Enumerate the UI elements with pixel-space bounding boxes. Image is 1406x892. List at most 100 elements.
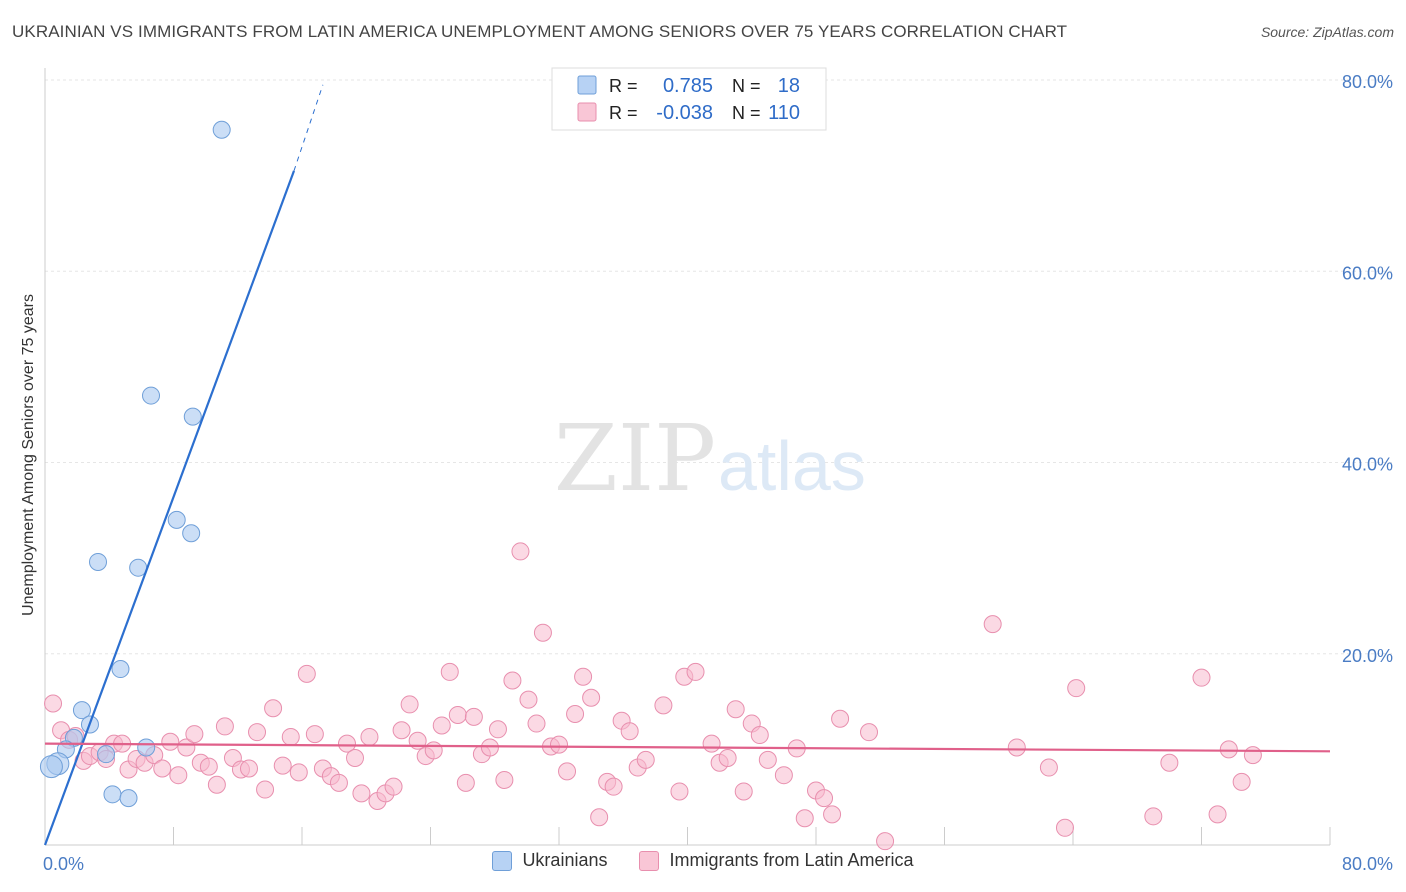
latin-america-point [983,615,1002,634]
ukrainian-point [72,701,91,720]
source-label: Source: ZipAtlas.com [1260,24,1394,40]
latin-america-point [329,773,348,792]
latin-america-point [432,716,451,735]
latin-america-point [654,696,673,715]
latin-america-point [815,789,834,808]
ukrainian-point [183,407,202,426]
stats-legend: R = 0.785 N = 18 R = -0.038 N = 110 [551,67,827,131]
latin-america-point [758,750,777,769]
y-tick-label: 40.0% [1342,455,1393,475]
x-tick-label-min: 0.0% [43,854,84,874]
latin-america-point [519,690,538,709]
latin-america-point [239,759,258,778]
latin-america-point [207,775,226,794]
latin-america-point [533,623,552,642]
legend-swatch-ukrainians [492,850,513,871]
latin-america-point [480,738,499,757]
latin-america-point [199,757,218,776]
latin-america-point [400,695,419,714]
latin-america-point [352,784,371,803]
stats-r-value-1: 0.785 [663,75,713,97]
latin-america-point [305,725,324,744]
ukrainian-point [39,755,63,779]
latin-america-point [289,763,308,782]
latin-america-point [346,748,365,767]
latin-america-point [464,707,483,726]
latin-america-point [273,756,292,775]
x-tick-label-max: 80.0% [1342,854,1393,874]
latin-america-point [511,542,530,561]
stats-r-value-2: -0.038 [656,102,713,124]
latin-america-point [604,777,623,796]
latin-america-point [876,832,895,851]
latin-america-point [574,667,593,686]
latin-america-point [620,722,639,741]
ukrainian-point [89,552,108,571]
stats-swatch-latin-america [577,102,597,122]
latin-america-point [360,727,379,746]
latin-america-point [1243,746,1262,765]
ukrainian-point [212,120,231,139]
latin-america-point [726,700,745,719]
latin-america-point [860,723,879,742]
ukrainian-point [119,789,138,808]
latin-america-point [448,705,467,724]
latin-america-point [281,727,300,746]
latin-america-point [734,782,753,801]
latin-america-point [153,759,172,778]
latin-america-point [161,732,180,751]
legend-swatch-latin-america [639,850,660,871]
latin-america-point [831,709,850,728]
series-legend: Ukrainians Immigrants from Latin America [0,850,1406,871]
latin-america-point [670,782,689,801]
latin-america-point [1160,753,1179,772]
stats-n-value-2: 110 [768,102,800,124]
latin-america-point [424,741,443,760]
latin-america-point [264,699,283,718]
latin-america-point [177,738,196,757]
ukrainian-point [103,785,122,804]
stats-r-label-2: R = [609,103,638,123]
latin-america-point [1192,668,1211,687]
latin-america-point [256,780,275,799]
legend-item-latin-america: Immigrants from Latin America [639,850,914,871]
latin-america-point [488,720,507,739]
ukrainian-point [111,660,130,679]
latin-america-point [823,805,842,824]
watermark-zip: ZIP [554,405,716,512]
latin-america-point [686,662,705,681]
latin-america-point [1232,772,1251,791]
latin-america-point [750,726,769,745]
latin-america-point [248,723,267,742]
ukrainian-trend-extension [293,84,324,172]
legend-label-ukrainians: Ukrainians [522,850,608,870]
ukrainian-point [137,738,156,757]
latin-america-point [1067,679,1086,698]
latin-america-point [392,721,411,740]
latin-america-point [1219,740,1238,759]
latin-america-point [582,688,601,707]
latin-america-point [440,662,459,681]
latin-america-point [185,725,204,744]
latin-america-point [1007,738,1026,757]
stats-swatch-ukrainians [577,75,597,95]
latin-america-point [550,735,568,754]
latin-america-point [702,734,721,753]
latin-america-point [384,777,403,796]
latin-america-point [215,717,234,736]
latin-america-point [1039,758,1058,777]
latin-america-point [718,748,737,767]
chart-title: UKRAINIAN VS IMMIGRANTS FROM LATIN AMERI… [12,22,1068,41]
latin-america-point [795,809,814,828]
latin-america-point [297,664,316,683]
latin-america-point [566,704,585,723]
stats-n-label-1: N = [732,76,761,96]
latin-america-point [1208,805,1227,824]
y-tick-label: 60.0% [1342,263,1393,283]
latin-america-point [1055,818,1074,837]
latin-america-trend-line [44,742,1331,753]
latin-america-point [590,808,609,827]
ukrainian-point [182,524,201,543]
ukrainian-point [167,510,186,529]
